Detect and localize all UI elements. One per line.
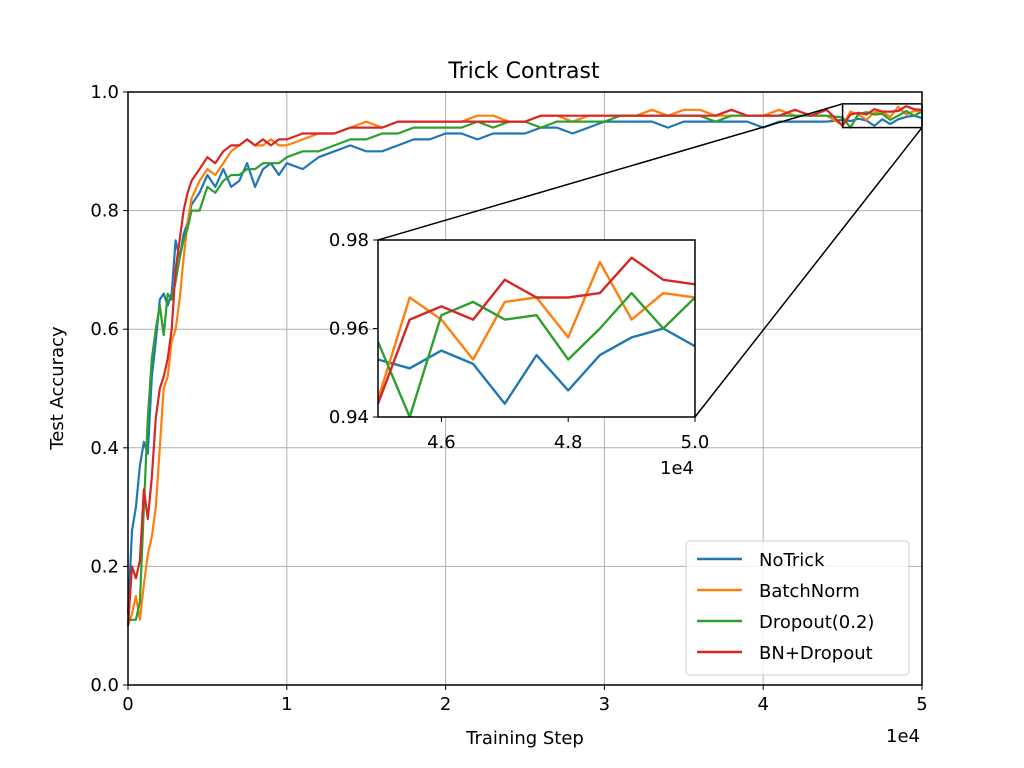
legend-label: Dropout(0.2) <box>759 612 874 633</box>
x-tick-label: 1 <box>281 694 292 715</box>
legend: NoTrick BatchNorm Dropout(0.2) BN+Dropout <box>685 540 910 676</box>
x-tick-label: 4 <box>757 694 768 715</box>
x-tick-label: 2 <box>440 694 451 715</box>
main-axis-ticks: 0 1 2 3 4 5 0.0 0.2 0.4 0.6 0.8 1.0 <box>90 82 927 715</box>
inset-y-tick-label: 0.96 <box>329 319 369 340</box>
legend-label: BatchNorm <box>759 581 860 602</box>
chart-title: Trick Contrast <box>447 59 600 84</box>
inset-series-line-Dropout(0.2) <box>378 291 695 417</box>
x-axis-label: Training Step <box>465 728 584 749</box>
inset-x-multiplier: 1e4 <box>660 458 694 479</box>
y-tick-label: 0.2 <box>90 556 119 577</box>
x-tick-label: 3 <box>599 694 610 715</box>
zoom-connector-bottom <box>694 127 923 418</box>
y-axis-label: Test Accuracy <box>47 326 68 451</box>
main-plot-frame <box>127 91 923 686</box>
zoom-region-box <box>841 103 923 129</box>
inset-background <box>378 240 695 417</box>
inset-x-tick-label: 4.6 <box>427 432 456 453</box>
inset-x-tick-label: 5.0 <box>681 432 710 453</box>
inset-series-line-NoTrick <box>378 327 695 405</box>
inset-y-tick-label: 0.98 <box>329 230 369 251</box>
y-tick-label: 0.4 <box>90 438 119 459</box>
inset-axis-ticks: 4.6 4.8 5.0 0.94 0.96 0.98 <box>329 230 709 453</box>
y-tick-label: 0.8 <box>90 201 119 222</box>
x-tick-label: 0 <box>122 694 133 715</box>
y-tick-label: 1.0 <box>90 82 119 103</box>
inset-series-lines <box>378 256 695 417</box>
zoom-connector-top <box>377 103 843 241</box>
legend-box <box>685 540 910 676</box>
y-tick-label: 0.6 <box>90 319 119 340</box>
legend-label: BN+Dropout <box>759 643 873 664</box>
x-axis-multiplier: 1e4 <box>886 726 920 747</box>
series-line-NoTrick <box>126 114 923 614</box>
inset-series-line-BN+Dropout <box>378 256 695 405</box>
inset-x-tick-label: 4.8 <box>554 432 583 453</box>
inset-y-tick-label: 0.94 <box>329 407 369 428</box>
legend-label: NoTrick <box>759 550 825 571</box>
x-tick-label: 5 <box>916 694 927 715</box>
y-tick-label: 0.0 <box>90 675 119 696</box>
